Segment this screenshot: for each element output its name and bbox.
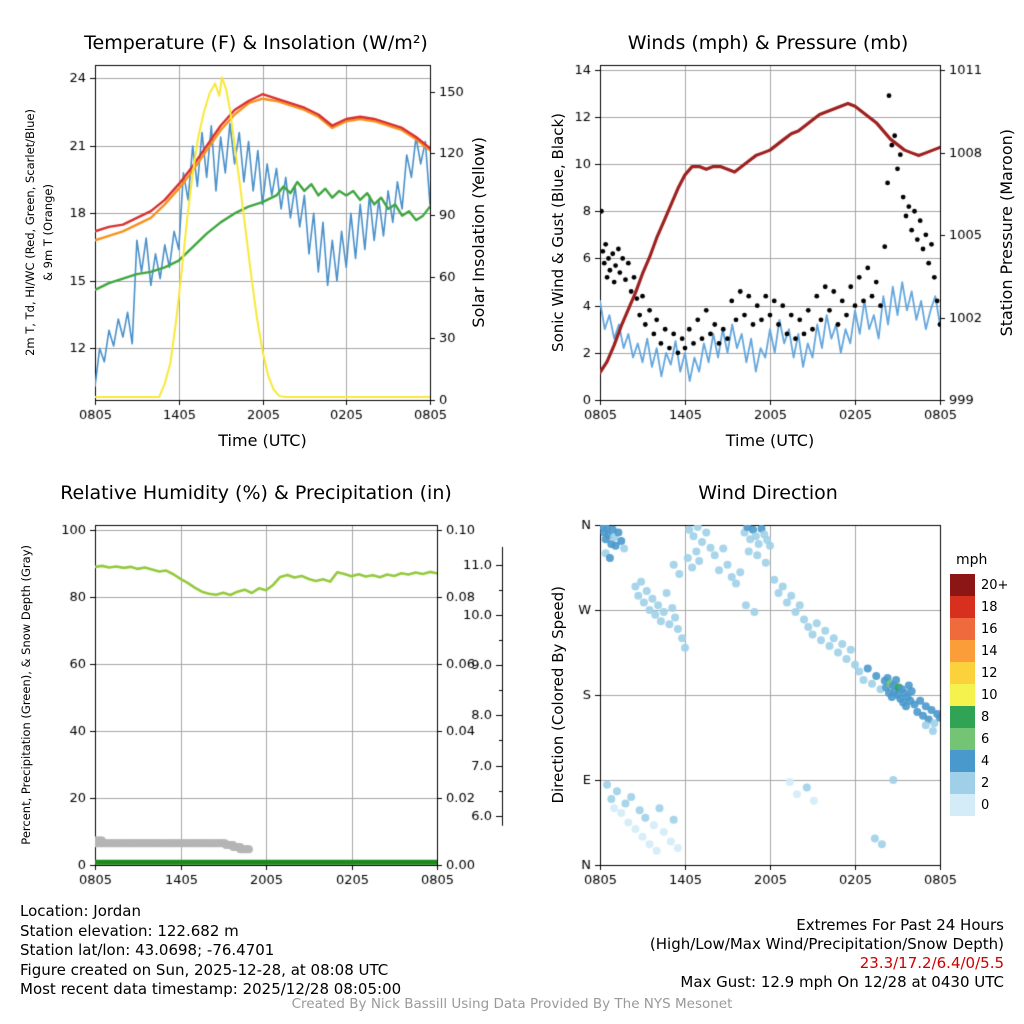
temperature-y-axis-label-line1: 2m T, Td, HI/WC (Red, Green, Scarlet/Blu… — [23, 109, 37, 356]
direction-y-axis-label: Direction (Colored By Speed) — [549, 586, 567, 804]
info-line-timestamp: Most recent data timestamp: 2025/12/28 0… — [20, 980, 402, 998]
temperature-insolation-chart — [0, 0, 512, 460]
colorbar-entry: 8 — [950, 706, 1008, 728]
extremes-subheading: (High/Low/Max Wind/Precipitation/Snow De… — [649, 935, 1004, 953]
extremes-block: Extremes For Past 24 Hours (High/Low/Max… — [650, 916, 1004, 992]
station-info-block: Location: Jordan Station elevation: 122.… — [20, 902, 401, 1000]
colorbar-swatch — [950, 596, 975, 618]
colorbar-label: 10 — [981, 687, 998, 703]
pressure-y-axis-label: Station Pressure (Maroon) — [996, 128, 1016, 337]
colorbar-entry: 10 — [950, 684, 1008, 706]
info-line-location: Location: Jordan — [20, 902, 141, 920]
colorbar-entry: 16 — [950, 618, 1008, 640]
wind-chart-title: Winds (mph) & Pressure (mb) — [627, 32, 909, 54]
extremes-gust: Max Gust: 12.9 mph On 12/28 at 0430 UTC — [680, 973, 1004, 991]
wind-pressure-chart — [512, 0, 1024, 460]
wind-direction-chart — [512, 460, 1024, 900]
wind-y-axis-label: Sonic Wind & Gust (Blue, Black) — [549, 113, 567, 352]
colorbar-label: 12 — [981, 665, 998, 681]
colorbar-swatch — [950, 618, 975, 640]
colorbar-swatch — [950, 662, 975, 684]
wind-pressure-panel: Winds (mph) & Pressure (mb) Sonic Wind &… — [512, 0, 1024, 460]
colorbar-label: 2 — [981, 775, 990, 791]
colorbar-swatch — [950, 794, 975, 816]
extremes-heading: Extremes For Past 24 Hours — [796, 916, 1004, 934]
wind-x-axis-label: Time (UTC) — [725, 431, 815, 450]
colorbar-swatch — [950, 684, 975, 706]
colorbar-entry: 20+ — [950, 574, 1008, 596]
legend-title: mph — [956, 552, 988, 568]
temperature-x-axis-label: Time (UTC) — [218, 431, 307, 450]
wind-direction-panel: Wind Direction Direction (Colored By Spe… — [512, 460, 1024, 900]
temperature-chart-title: Temperature (F) & Insolation (W/m²) — [84, 32, 428, 54]
colorbar-label: 20+ — [981, 577, 1009, 593]
temperature-y-axis-label-line2: & 9m T (Orange) — [41, 184, 55, 281]
colorbar-entry: 14 — [950, 640, 1008, 662]
insolation-y-axis-label: Solar Insolation (Yellow) — [468, 137, 488, 328]
colorbar-label: 8 — [981, 709, 990, 725]
colorbar-entry: 0 — [950, 794, 1008, 816]
colorbar-label: 14 — [981, 643, 998, 659]
humidity-precipitation-chart — [0, 460, 512, 900]
speed-colorbar-legend: mph 20+ 18 16 14 12 10 8 6 4 2 0 — [950, 552, 1008, 816]
colorbar-entry: 2 — [950, 772, 1008, 794]
colorbar-label: 6 — [981, 731, 990, 747]
colorbar-label: 0 — [981, 797, 990, 813]
colorbar-swatch — [950, 574, 975, 596]
humidity-chart-title: Relative Humidity (%) & Precipitation (i… — [60, 482, 452, 504]
colorbar-label: 18 — [981, 599, 998, 615]
info-line-created: Figure created on Sun, 2025-12-28, at 08… — [20, 960, 389, 979]
colorbar-entry: 4 — [950, 750, 1008, 772]
colorbar-swatch — [950, 728, 975, 750]
humidity-precipitation-panel: Relative Humidity (%) & Precipitation (i… — [0, 460, 512, 900]
info-line-elevation: Station elevation: 122.682 m — [20, 921, 239, 940]
colorbar-swatch — [950, 772, 975, 794]
extremes-values: 23.3/17.2/6.4/0/5.5 — [859, 954, 1004, 972]
info-line-latlon: Station lat/lon: 43.0698; -76.4701 — [20, 941, 275, 959]
colorbar-swatch — [950, 706, 975, 728]
colorbar-entry: 6 — [950, 728, 1008, 750]
humidity-y-axis-label: Percent, Precipitation (Green), & Snow D… — [19, 545, 33, 845]
colorbar-swatch — [950, 640, 975, 662]
temperature-insolation-panel: Temperature (F) & Insolation (W/m²) 2m T… — [0, 0, 512, 460]
colorbar-entry: 18 — [950, 596, 1008, 618]
colorbar: 20+ 18 16 14 12 10 8 6 4 2 0 — [950, 574, 1008, 816]
colorbar-label: 16 — [981, 621, 998, 637]
direction-chart-title: Wind Direction — [698, 482, 838, 504]
credit-footer: Created By Nick Bassill Using Data Provi… — [291, 996, 733, 1012]
colorbar-label: 4 — [981, 753, 990, 769]
colorbar-entry: 12 — [950, 662, 1008, 684]
colorbar-swatch — [950, 750, 975, 772]
